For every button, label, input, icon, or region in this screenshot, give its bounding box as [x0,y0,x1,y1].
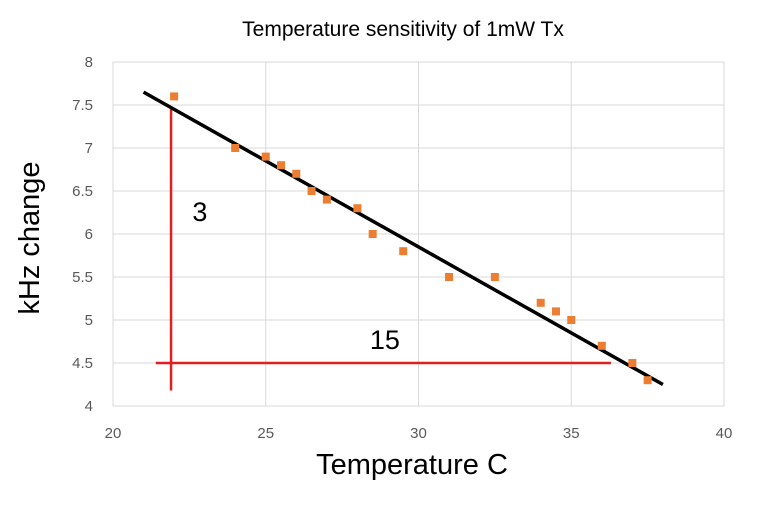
data-point [597,341,606,350]
annotation-lines: 3 15 [155,109,611,391]
data-point [261,152,270,161]
x-tick-label: 35 [563,425,580,442]
data-point [399,247,408,256]
chart-title: Temperature sensitivity of 1mW Tx [242,18,564,41]
data-point [536,298,545,307]
y-tick-label: 7.5 [72,97,93,114]
trendline [142,90,664,387]
data-point [368,230,377,238]
data-point [170,92,179,101]
y-tick-label: 4.5 [72,355,93,372]
y-tick-label: 5 [85,312,93,329]
vertical-annotation-label: 3 [192,197,207,227]
data-point [490,273,499,281]
data-point [353,204,362,213]
y-tick-label: 5.5 [72,269,93,286]
data-point [628,359,637,367]
data-points [170,92,652,385]
data-point [445,273,454,281]
data-point [277,161,286,170]
data-point [307,187,316,195]
x-tick-label: 20 [105,425,122,442]
x-tick-labels: 20 25 30 35 40 [105,425,733,442]
y-tick-label: 4 [85,398,93,415]
data-point [551,307,560,316]
y-tick-label: 6.5 [72,183,93,200]
horizontal-annotation-label: 15 [370,325,400,355]
y-tick-labels: 4 4.5 5 5.5 6 6.5 7 7.5 8 [72,54,93,415]
x-tick-label: 40 [716,425,733,442]
x-axis-title: Temperature C [316,449,508,481]
data-point [292,169,301,178]
y-tick-label: 8 [85,54,93,71]
data-point [322,195,331,204]
y-tick-label: 7 [85,140,93,157]
trendline-group [142,90,664,387]
gridlines [112,61,725,407]
y-tick-label: 6 [85,226,93,243]
data-point [567,316,576,324]
y-axis-title: kHz change [14,161,46,314]
x-tick-label: 25 [257,425,274,442]
x-tick-label: 30 [410,425,427,442]
data-point [643,376,652,385]
data-point [231,144,240,152]
